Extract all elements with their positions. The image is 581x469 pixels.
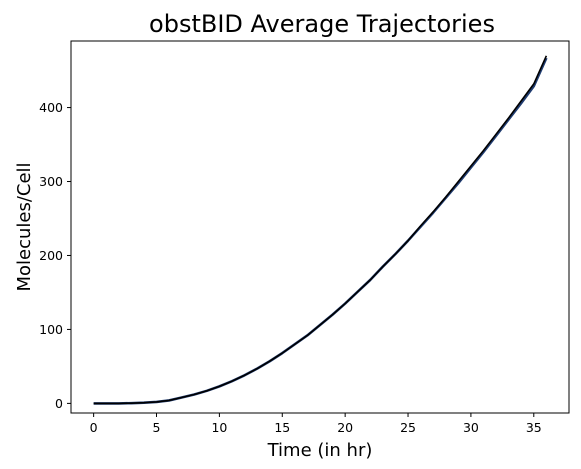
y-tick-label: 100 <box>39 322 63 337</box>
series-line-2 <box>93 55 548 405</box>
axes-frame <box>70 40 570 414</box>
x-tick-label: 30 <box>463 420 479 435</box>
series-line-1 <box>93 57 548 405</box>
y-tick-label: 0 <box>55 396 63 411</box>
x-tick-label: 15 <box>274 420 290 435</box>
x-tick-label: 25 <box>400 420 416 435</box>
x-axis-label: Time (in hr) <box>267 440 373 461</box>
y-tick-label: 200 <box>39 248 63 263</box>
y-tick-label: 300 <box>39 174 63 189</box>
plot-area <box>93 55 548 405</box>
x-tick-label: 35 <box>526 420 542 435</box>
x-tick-label: 20 <box>337 420 353 435</box>
chart-title: obstBID Average Trajectories <box>149 10 495 38</box>
x-tick-label: 0 <box>90 420 98 435</box>
x-tick-label: 5 <box>153 420 161 435</box>
y-axis-label: Molecules/Cell <box>14 162 35 291</box>
x-axis-ticks: 0 5 10 15 20 25 30 35 <box>90 413 542 435</box>
x-tick-label: 10 <box>211 420 227 435</box>
y-tick-label: 400 <box>39 100 63 115</box>
y-axis-ticks: 0 100 200 300 400 <box>39 100 71 411</box>
